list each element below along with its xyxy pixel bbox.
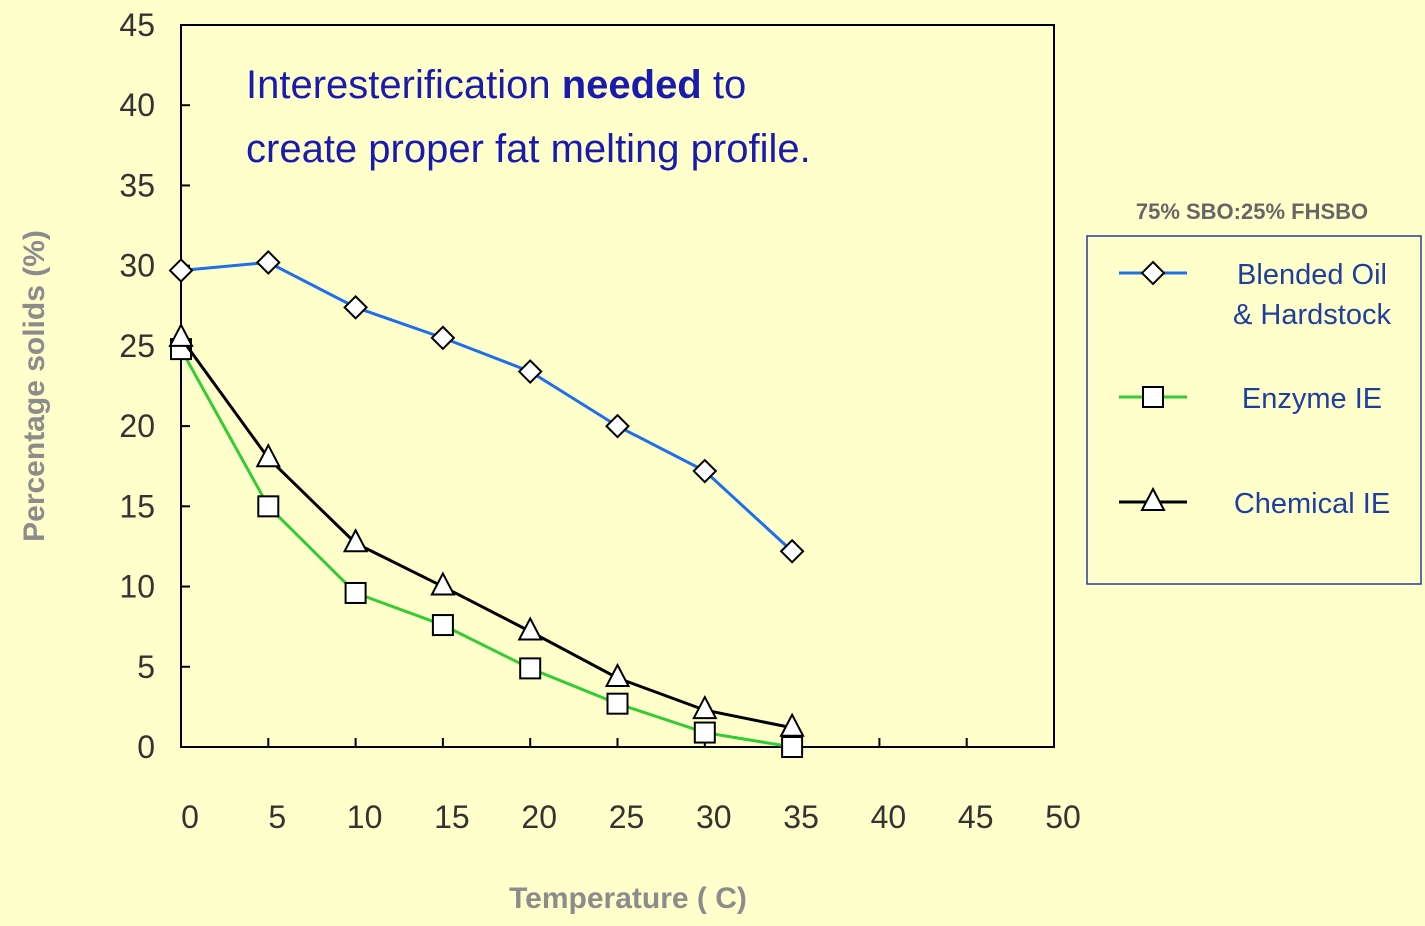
x-tick-label: 5 (268, 799, 286, 835)
annotation-post: to (702, 63, 746, 107)
x-tick-label: 30 (696, 799, 732, 835)
legend: Blended Oil & Hardstock Enzyme IE Chemical … (1119, 259, 1391, 520)
x-tick-label: 15 (434, 799, 470, 835)
diamond-marker (605, 413, 630, 439)
annotation-pre: Interesterification (246, 63, 562, 107)
triangle-marker (168, 322, 194, 347)
series-line (179, 336, 793, 730)
triangle-marker (255, 443, 281, 468)
series-line (179, 348, 793, 749)
y-tick-label: 20 (119, 408, 155, 444)
triangle-marker (692, 694, 718, 720)
annotation-line-1: Interesterification needed to (246, 63, 746, 107)
x-axis-title: Temperature ( C) (509, 882, 747, 915)
diamond-marker (517, 359, 543, 384)
square-marker (519, 657, 542, 680)
square-marker (781, 736, 804, 758)
x-tick-label: 10 (347, 799, 383, 835)
diamond-marker (1140, 260, 1166, 286)
y-tick-label: 40 (119, 87, 155, 123)
y-tick-label: 10 (119, 569, 155, 605)
square-marker (344, 581, 367, 604)
x-tick-label: 50 (1045, 799, 1081, 835)
series-line (180, 260, 794, 553)
triangle-marker (1140, 486, 1166, 511)
series-3 (168, 322, 805, 737)
x-tick-label: 25 (609, 799, 645, 835)
x-axis: 0 5 10 15 20 25 30 35 40 45 50 (180, 738, 1081, 835)
diamond-marker (168, 258, 194, 283)
legend-label: Chemical IE (1234, 488, 1390, 520)
y-tick-label: 30 (119, 248, 155, 284)
x-tick-label: 40 (871, 799, 907, 835)
diamond-marker (255, 250, 281, 275)
square-marker (693, 721, 716, 744)
y-axis-title: Percentage solids (%) (18, 230, 51, 542)
x-tick-label: 35 (783, 799, 819, 835)
annotation-line-2: create proper fat melting profile. (246, 127, 811, 171)
plot-area (180, 24, 1055, 748)
triangle-marker (430, 571, 456, 596)
annotation-bold: needed (562, 63, 702, 107)
y-tick-label: 0 (137, 729, 155, 765)
y-tick-label: 25 (119, 328, 155, 364)
legend-label: Blended Oil (1237, 259, 1387, 291)
y-tick-label: 15 (119, 488, 155, 524)
y-tick-label: 45 (119, 7, 155, 43)
y-tick-label: 35 (119, 167, 155, 203)
y-axis: 0 5 10 15 20 25 30 35 40 45 (119, 7, 190, 765)
legend-label: & Hardstock (1233, 299, 1391, 331)
diamond-marker (343, 294, 369, 320)
diamond-marker (692, 458, 718, 484)
square-marker (431, 614, 454, 637)
x-tick-label: 45 (958, 799, 994, 835)
diamond-marker (430, 325, 456, 351)
square-marker (606, 692, 629, 715)
legend-item-1: Blended Oil & Hardstock (1119, 259, 1391, 331)
series-layer (168, 250, 805, 758)
series-1 (168, 250, 805, 564)
triangle-marker (517, 616, 543, 641)
legend-box (1086, 235, 1422, 585)
square-marker (1142, 386, 1164, 408)
legend-item-2: Enzyme IE (1119, 383, 1382, 415)
legend-title: 75% SBO:25% FHSBO (1136, 199, 1368, 224)
square-marker (257, 495, 280, 518)
triangle-marker (779, 712, 805, 737)
triangle-marker (342, 528, 369, 553)
x-tick-label: 20 (521, 799, 557, 835)
legend-item-3: Chemical IE (1119, 486, 1390, 520)
triangle-marker (604, 662, 631, 688)
diamond-marker (779, 538, 805, 564)
x-tick-label: 0 (181, 799, 199, 835)
y-tick-label: 5 (137, 649, 155, 685)
legend-label: Enzyme IE (1242, 383, 1382, 415)
